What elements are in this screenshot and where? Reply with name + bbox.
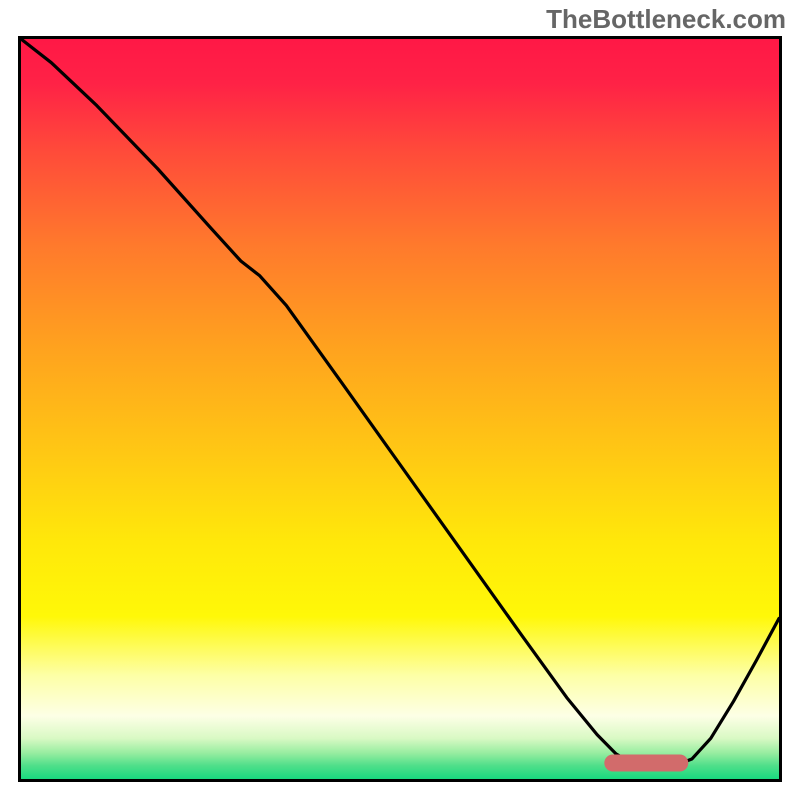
curve-path [21, 39, 779, 766]
curve-svg [21, 39, 779, 779]
plot-frame [18, 36, 782, 782]
plot-inner [21, 39, 779, 779]
minimum-marker [605, 755, 688, 772]
watermark-text: TheBottleneck.com [546, 4, 786, 35]
